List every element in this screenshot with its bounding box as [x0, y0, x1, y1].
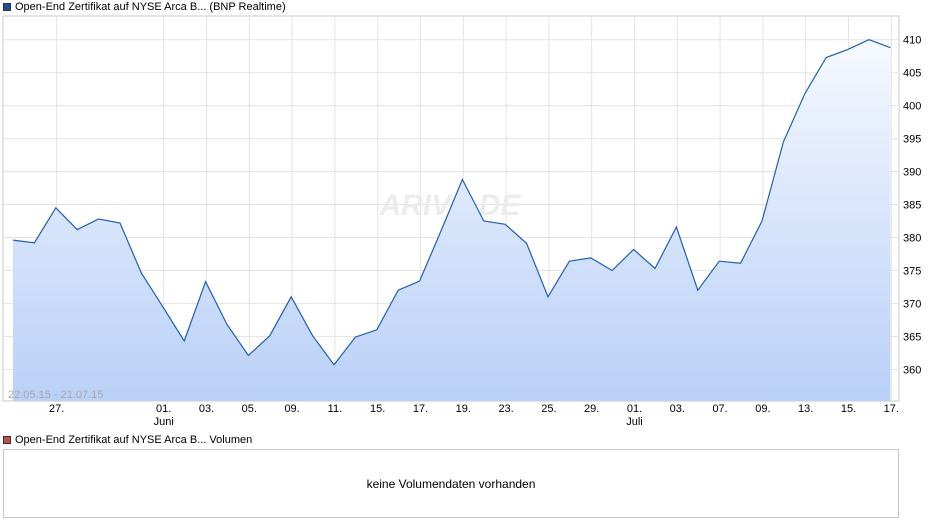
x-tick-label: 01. [156, 403, 171, 415]
y-tick-label: 385 [903, 200, 921, 212]
price-line [12, 39, 891, 366]
y-tick-label: 365 [903, 331, 921, 343]
x-tick-label: 07. [712, 403, 727, 415]
x-month-label: Juni [154, 416, 174, 428]
price-legend-swatch [3, 3, 11, 11]
volume-legend-label: Open-End Zertifikat auf NYSE Arca B... V… [15, 434, 253, 446]
y-tick-label: 400 [903, 101, 921, 113]
x-tick-label: 29. [584, 403, 599, 415]
x-tick-label: 01. [627, 403, 642, 415]
x-tick-label: 17. [884, 403, 899, 415]
x-tick-label: 13. [798, 403, 813, 415]
x-tick-label: 17. [413, 403, 428, 415]
y-tick-label: 390 [903, 167, 921, 179]
x-tick-label: 05. [242, 403, 257, 415]
y-tick-label: 410 [903, 35, 921, 47]
y-tick-label: 375 [903, 265, 921, 277]
x-tick-label: 03. [670, 403, 685, 415]
volume-legend-swatch [3, 436, 11, 444]
x-tick-label: 03. [199, 403, 214, 415]
x-tick-label: 27. [49, 403, 64, 415]
date-range-label: 22.05.15 - 21.07.15 [8, 389, 103, 401]
x-tick-label: 09. [755, 403, 770, 415]
price-legend-label: Open-End Zertifikat auf NYSE Arca B... (… [15, 1, 286, 13]
y-tick-label: 395 [903, 134, 921, 146]
price-area [13, 39, 891, 401]
no-volume-message: keine Volumendaten vorhanden [366, 477, 536, 491]
price-chart: ARIVA.DE 4104054003953903853803753703653… [2, 15, 921, 428]
y-axis-ticks: 410 405 400 395 390 385 380 375 370 365 360 [903, 35, 921, 377]
x-tick-label: 15. [370, 403, 385, 415]
x-tick-label: 11. [328, 403, 342, 415]
x-tick-label: 09. [284, 403, 299, 415]
y-tick-label: 380 [903, 233, 921, 245]
y-tick-label: 360 [903, 364, 921, 376]
y-tick-label: 405 [903, 68, 921, 80]
price-legend: Open-End Zertifikat auf NYSE Arca B... (… [3, 0, 286, 14]
volume-legend: Open-End Zertifikat auf NYSE Arca B... V… [3, 433, 252, 447]
x-tick-label: 15. [841, 403, 856, 415]
x-month-label: Juli [626, 416, 643, 428]
y-tick-label: 370 [903, 298, 921, 310]
x-tick-label: 25. [541, 403, 556, 415]
x-tick-label: 23. [498, 403, 513, 415]
x-tick-label: 19. [456, 403, 471, 415]
volume-chart: keine Volumendaten vorhanden [3, 449, 899, 518]
